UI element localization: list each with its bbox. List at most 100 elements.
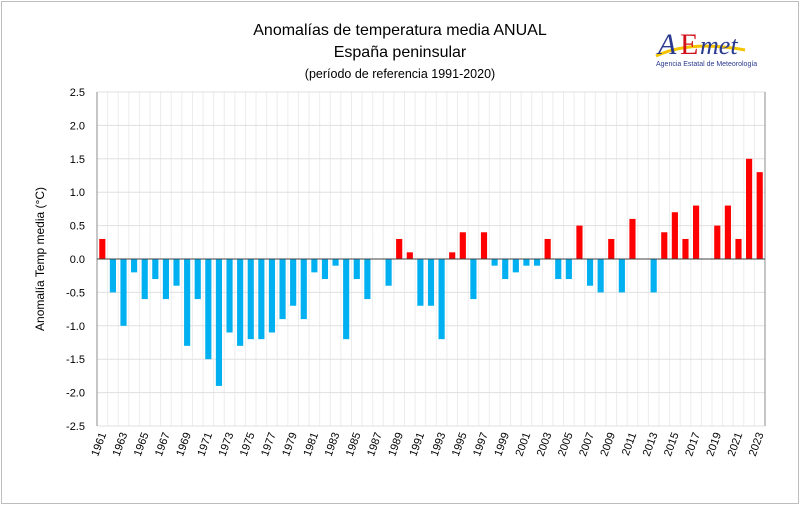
x-tick-label: 1973 [217, 431, 237, 458]
x-tick-label: 1963 [111, 431, 131, 458]
bar-1994 [449, 252, 456, 259]
bar-1963 [120, 259, 127, 326]
svg-text:A: A [656, 28, 677, 61]
x-tick-label: 2001 [514, 431, 534, 458]
bar-2002 [533, 259, 541, 266]
bar-2019 [714, 225, 721, 259]
bar-1980 [300, 259, 307, 320]
y-tick-label: -1.0 [66, 321, 85, 333]
bar-1968 [173, 259, 180, 286]
bar-2014 [661, 232, 668, 259]
y-tick-label: 0.0 [70, 254, 85, 266]
bar-1992 [427, 259, 435, 306]
x-tick-label: 2003 [535, 431, 555, 458]
bar-2006 [576, 225, 583, 259]
bar-1983 [332, 259, 339, 266]
bar-1998 [491, 259, 498, 266]
x-tick-label: 1985 [344, 431, 364, 458]
chart-note: (período de referencia 1991-2020) [304, 67, 496, 81]
bar-1995 [459, 232, 466, 259]
x-tick-label: 2023 [747, 431, 767, 458]
bar-2015 [671, 212, 678, 259]
y-tick-label: 1.5 [70, 154, 85, 166]
x-tick-label: 1977 [259, 431, 279, 458]
bar-1984 [343, 259, 350, 340]
bar-1985 [353, 259, 360, 280]
bar-2009 [608, 238, 615, 259]
bar-1972 [215, 259, 223, 386]
x-tick-label: 1971 [196, 431, 216, 458]
x-tick-label: 2011 [620, 431, 639, 457]
bar-2023 [756, 172, 763, 259]
bar-1970 [194, 259, 201, 300]
y-tick-label: -2.5 [66, 421, 85, 433]
bar-1964 [131, 259, 138, 273]
bar-2007 [586, 259, 594, 286]
x-tick-label: 2005 [556, 431, 576, 458]
x-tick-label: 1999 [492, 431, 512, 458]
x-tick-label: 1995 [450, 431, 470, 458]
bar-1967 [162, 259, 169, 300]
bar-2017 [693, 205, 700, 259]
x-tick-label: 2007 [577, 431, 597, 458]
svg-text:met: met [700, 31, 738, 60]
bar-1986 [364, 259, 371, 300]
bar-1988 [385, 259, 392, 286]
x-tick-label: 1983 [323, 431, 343, 458]
x-tick-label: 1987 [365, 431, 385, 458]
bar-2010 [618, 259, 625, 293]
y-axis-label: Anomalía Temp media (°C) [33, 187, 47, 331]
bar-1974 [237, 259, 244, 346]
bar-1996 [470, 259, 477, 300]
x-tick-label: 1967 [153, 431, 173, 458]
bar-2011 [629, 218, 636, 259]
chart-subtitle: España peninsular [333, 44, 467, 61]
bar-2003 [544, 238, 551, 259]
bar-1978 [279, 259, 286, 320]
x-tick-label: 2009 [598, 431, 618, 458]
bar-2022 [746, 158, 753, 259]
bar-2020 [724, 205, 731, 259]
x-tick-label: 1997 [471, 431, 491, 458]
bar-1962 [109, 259, 116, 293]
svg-text:Agencia Estatal de Meteorologí: Agencia Estatal de Meteorología [656, 61, 757, 68]
bar-1976 [258, 259, 265, 340]
y-tick-label: 1.0 [70, 187, 85, 199]
bar-2001 [523, 259, 530, 266]
bar-1965 [141, 259, 148, 300]
x-tick-label: 1993 [429, 431, 449, 458]
bar-1969 [184, 259, 191, 346]
y-tick-label: -2.0 [66, 388, 85, 400]
x-tick-label: 1979 [280, 431, 300, 458]
x-tick-label: 2019 [704, 431, 724, 458]
bar-1997 [480, 232, 488, 259]
svg-text:E: E [680, 28, 698, 61]
x-tick-label: 2017 [683, 431, 703, 458]
bar-1979 [290, 259, 297, 306]
x-tick-label: 2015 [662, 431, 682, 458]
bar-1975 [247, 259, 254, 340]
y-tick-label: 2.5 [70, 87, 85, 99]
x-tick-label: 1975 [238, 431, 258, 458]
bar-1971 [205, 259, 212, 360]
bar-2004 [555, 259, 562, 280]
bar-1966 [152, 259, 159, 280]
bar-2000 [512, 259, 519, 273]
aemet-logo: A E met Agencia Estatal de Meteorología [650, 20, 770, 70]
bar-1993 [438, 259, 445, 340]
x-tick-label: 1965 [132, 431, 152, 458]
y-tick-label: 0.5 [70, 221, 85, 233]
bar-2016 [682, 238, 689, 259]
x-tick-label: 1981 [302, 431, 322, 458]
y-tick-label: -1.5 [66, 354, 85, 366]
x-tick-label: 1961 [89, 431, 109, 458]
x-tick-label: 1991 [408, 431, 428, 458]
chart-title: Anomalías de temperatura media ANUAL [253, 22, 547, 39]
bar-2013 [650, 259, 657, 293]
bar-1961 [99, 238, 106, 259]
bar-1977 [268, 259, 276, 333]
x-tick-label: 1969 [174, 431, 194, 458]
bar-2005 [565, 259, 572, 280]
